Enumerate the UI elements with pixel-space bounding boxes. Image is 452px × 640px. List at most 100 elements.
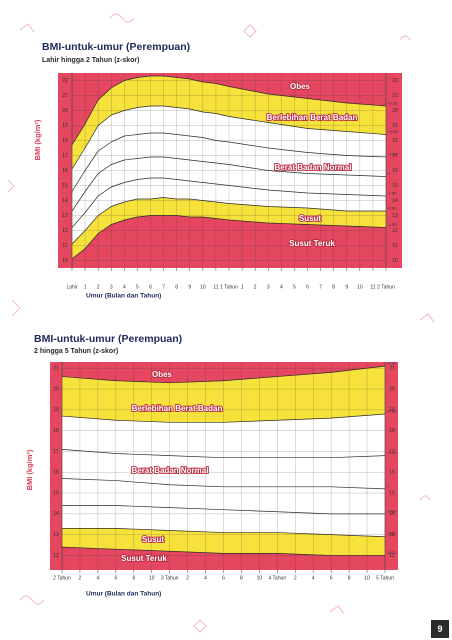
y-tick-label: 15 — [53, 490, 59, 496]
x-tick-label: 7 — [162, 284, 165, 290]
x-tick-label: 4 — [123, 284, 126, 290]
chart-title: BMI-untuk-umur (Perempuan) — [34, 333, 182, 345]
y-tick-label: 19 — [53, 407, 59, 413]
annotation: Obes — [152, 370, 173, 379]
legend-label: +1 SD — [388, 152, 398, 156]
plot-area — [72, 73, 386, 268]
y-tick-label: 12 — [62, 228, 68, 234]
y-tick-label: 11 — [392, 243, 397, 249]
z-score-line — [62, 505, 385, 515]
x-tick-label: 2 Tahun — [377, 284, 395, 290]
y-tick-label: 14 — [389, 511, 395, 517]
y-tick-label: 18 — [53, 428, 59, 434]
y-tick-label: 19 — [392, 123, 398, 129]
x-tick-label: 6 — [330, 575, 333, 581]
z-score-line — [62, 546, 385, 556]
x-tick-label: 10 — [200, 284, 206, 290]
z-score-line — [62, 365, 385, 384]
annotation: Susut Teruk — [121, 554, 167, 563]
z-score-line — [72, 156, 386, 212]
y-tick-label: 16 — [53, 470, 59, 476]
y-tick-label: 14 — [53, 511, 59, 517]
y-tick-label: 17 — [53, 449, 59, 455]
x-tick-label: 1 Tahun — [220, 284, 238, 290]
x-tick-label: 5 — [136, 284, 139, 290]
z-score-line — [62, 528, 385, 538]
x-tick-label: 6 — [222, 575, 225, 581]
squiggle — [329, 605, 345, 615]
z-score-line — [72, 197, 386, 245]
y-tick-label: 12 — [53, 553, 59, 559]
x-tick-label: 3 — [267, 284, 270, 290]
x-tick-label: 2 — [294, 575, 297, 581]
x-tick-label: 10 — [364, 575, 370, 581]
x-tick-label: 8 — [175, 284, 178, 290]
chart-subtitle: 2 hingga 5 Tahun (z-skor) — [34, 348, 118, 355]
y-tick-label: 21 — [62, 93, 68, 99]
plot-area — [62, 362, 385, 570]
y-tick-label: 20 — [392, 108, 398, 114]
y-tick-label: 17 — [392, 153, 398, 159]
y-tick-label: 22 — [62, 78, 68, 84]
z-score-line — [72, 177, 386, 228]
zone-area — [62, 547, 385, 570]
z-score-line — [62, 449, 385, 459]
x-tick-label: 11 — [370, 284, 375, 290]
squiggle — [399, 35, 411, 41]
legend-label: -2 SD — [388, 206, 398, 210]
legend-label: 0 — [387, 484, 389, 488]
legend-label: +1 SD — [387, 451, 397, 455]
z-score-line — [62, 413, 385, 423]
x-tick-label: 4 — [312, 575, 315, 581]
y-tick-label: 16 — [62, 168, 68, 174]
y-tick-label: 14 — [62, 198, 68, 204]
squiggle — [19, 595, 45, 605]
y-tick-label: 19 — [62, 123, 68, 129]
y-tick-label: 22 — [392, 78, 398, 84]
annotation: Berlebihan Berat Badan — [132, 404, 223, 413]
y-tick-label: 20 — [53, 386, 59, 392]
x-tick-label: 2 Tahun — [53, 575, 71, 581]
x-tick-label: Lahir — [66, 284, 77, 290]
y-tick-label: 12 — [392, 228, 398, 234]
diamond — [193, 619, 207, 633]
x-tick-label: 10 — [257, 575, 263, 581]
y-tick-label: 18 — [389, 428, 395, 434]
squiggle — [419, 313, 435, 323]
x-tick-label: 1 — [241, 284, 244, 290]
y-tick-label: 13 — [389, 532, 395, 538]
x-tick-label: 4 — [96, 575, 99, 581]
legend-label: -1 SD — [388, 191, 398, 195]
y-tick-label: 20 — [389, 386, 395, 392]
x-tick-label: 10 — [357, 284, 363, 290]
x-tick-label: 11 — [213, 284, 218, 290]
x-tick-label: 4 — [280, 284, 283, 290]
annotation: Berlebihan Berat Badan — [267, 113, 358, 122]
y-tick-label: 20 — [62, 108, 68, 114]
z-score-line — [72, 105, 386, 170]
x-tick-label: 3 — [110, 284, 113, 290]
x-axis-label: Umur (Bulan dan Tahun) — [86, 591, 161, 598]
squiggle — [7, 179, 15, 193]
chart-subtitle: Lahir hingga 2 Tahun (z-skor) — [42, 57, 139, 64]
y-tick-label: 15 — [389, 490, 395, 496]
legend-label: -3 SD — [388, 223, 398, 227]
x-axis-label: Umur (Bulan dan Tahun) — [86, 293, 161, 300]
y-tick-label: 10 — [392, 258, 398, 264]
x-tick-label: 1 — [84, 284, 87, 290]
annotation: Berat Badan Normal — [132, 466, 209, 475]
squiggle — [109, 13, 135, 23]
x-tick-label: 8 — [348, 575, 351, 581]
annotation: Susut Teruk — [289, 239, 335, 248]
page-number-box — [431, 620, 449, 638]
legend-label: +2 SD — [388, 130, 398, 134]
x-tick-label: 4 Tahun — [268, 575, 286, 581]
x-tick-label: 4 — [204, 575, 207, 581]
x-tick-label: 3 Tahun — [161, 575, 179, 581]
y-tick-label: 19 — [389, 407, 395, 413]
x-tick-label: 5 — [293, 284, 296, 290]
y-tick-label: 17 — [389, 449, 395, 455]
y-tick-label: 16 — [389, 470, 395, 476]
page-number: 9 — [437, 624, 442, 634]
